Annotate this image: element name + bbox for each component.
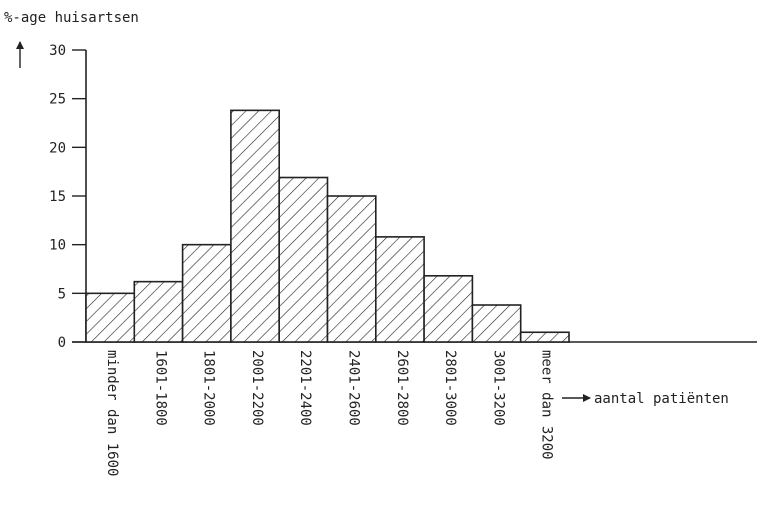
bar — [326, 195, 377, 343]
bar — [374, 236, 425, 343]
bars-group — [85, 109, 570, 343]
x-tick-label: minder dan 1600 — [104, 350, 120, 476]
x-tick-label: 3001-3200 — [490, 350, 506, 426]
x-tick-label: 2601-2800 — [394, 350, 410, 426]
x-axis-title: aantal patiënten — [594, 391, 729, 407]
bar — [278, 176, 329, 343]
x-tick-label: 1601-1800 — [152, 350, 168, 426]
x-tick-label: 1801-2000 — [201, 350, 217, 426]
bar — [181, 243, 232, 343]
bar — [423, 275, 474, 343]
y-tick-label: 15 — [49, 189, 66, 205]
y-axis-ticks: 0 5 10 15 20 25 30 — [49, 43, 86, 351]
y-tick-label: 10 — [49, 238, 66, 254]
x-tick-label: meer dan 3200 — [539, 350, 555, 460]
y-tick-label: 20 — [49, 140, 66, 156]
x-tick-label: 2201-2400 — [297, 350, 313, 426]
y-tick-label: 30 — [49, 43, 66, 59]
y-tick-label: 5 — [58, 286, 66, 302]
y-tick-label: 25 — [49, 92, 66, 108]
bar — [519, 331, 570, 343]
x-tick-label: 2801-3000 — [442, 350, 458, 426]
bar — [133, 280, 184, 343]
bar — [85, 292, 136, 343]
bar — [471, 304, 522, 343]
x-tick-label: 2401-2600 — [346, 350, 362, 426]
x-tick-label: 2001-2200 — [249, 350, 265, 426]
x-tick-labels: minder dan 1600 1601-1800 1801-2000 2001-22… — [104, 350, 555, 476]
y-axis-title: %-age huisartsen — [4, 10, 139, 26]
y-tick-label: 0 — [58, 335, 66, 351]
bar — [230, 109, 280, 343]
